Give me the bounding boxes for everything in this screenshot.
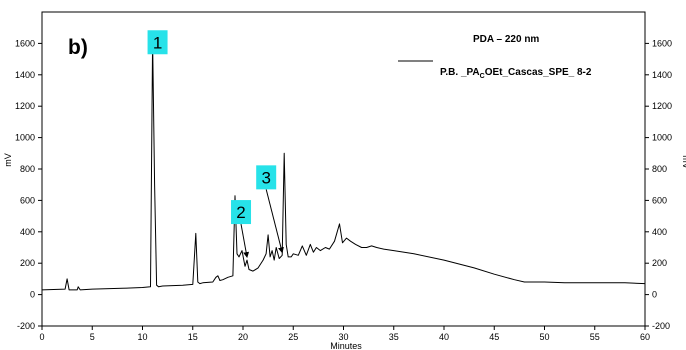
panel-label: b) (68, 36, 88, 59)
callout-1: 1 (147, 30, 168, 55)
callout-layer: 1 23 (147, 30, 284, 259)
y-tick-label-right: 800 (652, 164, 667, 174)
legend-series-prefix: P.B. _PA (440, 67, 480, 78)
x-tick-label: 25 (288, 332, 298, 342)
callout-2-leader (240, 223, 250, 259)
y-tick-label-right: 0 (652, 290, 657, 300)
legend-series-suffix: OEt_Cascas_SPE_ 8-2 (485, 67, 592, 78)
y-tick-label-right: 200 (652, 258, 667, 268)
y-axis-label-left: mV (3, 153, 13, 167)
callout-label: 2 (236, 203, 245, 222)
y-tick-label-left: 1400 (15, 70, 35, 80)
x-tick-label: 5 (90, 332, 95, 342)
plot-frame (41, 11, 646, 327)
legend: PDA – 220 nm P.B. _PACOEt_Cascas_SPE_ 8-… (398, 34, 592, 80)
y-tick-label-left: 200 (20, 258, 35, 268)
x-tick-label: 20 (238, 332, 248, 342)
callout-label: 3 (261, 168, 270, 187)
y-tick-label-right: -200 (652, 321, 670, 331)
y-tick-label-left: 600 (20, 195, 35, 205)
y-tick-label-right: 1000 (652, 133, 672, 143)
y-tick-label-left: 0 (30, 290, 35, 300)
x-tick-label: 0 (39, 332, 44, 342)
y-tick-label-right: 1400 (652, 70, 672, 80)
y-tick-label-right: 1200 (652, 101, 672, 111)
y-tick-label-left: 400 (20, 227, 35, 237)
callout-3-leader (265, 189, 284, 254)
x-tick-label: 55 (590, 332, 600, 342)
chromatogram-trace (41, 39, 646, 291)
legend-series-subscript: C (480, 73, 485, 80)
x-tick-label: 60 (640, 332, 650, 342)
x-tick-label: 40 (439, 332, 449, 342)
callout-box (256, 165, 277, 190)
y-tick-label-right: 600 (652, 195, 667, 205)
x-tick-label: 35 (389, 332, 399, 342)
callout-box (147, 30, 168, 55)
callout-box (231, 200, 252, 225)
x-tick-label: 30 (338, 332, 348, 342)
callout-3: 3 (256, 165, 277, 190)
x-tick-label: 45 (489, 332, 499, 342)
y-axis-label-right: mV (681, 155, 686, 169)
x-tick-label: 15 (188, 332, 198, 342)
x-axis-label: Minutes (330, 341, 362, 350)
x-tick-label: 50 (539, 332, 549, 342)
y-tick-label-left: 800 (20, 164, 35, 174)
callout-2: 2 (231, 200, 252, 225)
y-tick-label-right: 400 (652, 227, 667, 237)
x-tick-label: 10 (137, 332, 147, 342)
series-layer (41, 39, 646, 291)
y-tick-label-left: 1000 (15, 133, 35, 143)
y-tick-label-left: 1600 (15, 38, 35, 48)
legend-series-label: P.B. _PACOEt_Cascas_SPE_ 8-2 (440, 67, 592, 80)
y-tick-label-left: -200 (17, 321, 35, 331)
callout-label: 1 (153, 33, 162, 52)
y-tick-label-left: 1200 (15, 101, 35, 111)
legend-detector-label: PDA – 220 nm (473, 34, 539, 45)
y-tick-label-right: 1600 (652, 38, 672, 48)
